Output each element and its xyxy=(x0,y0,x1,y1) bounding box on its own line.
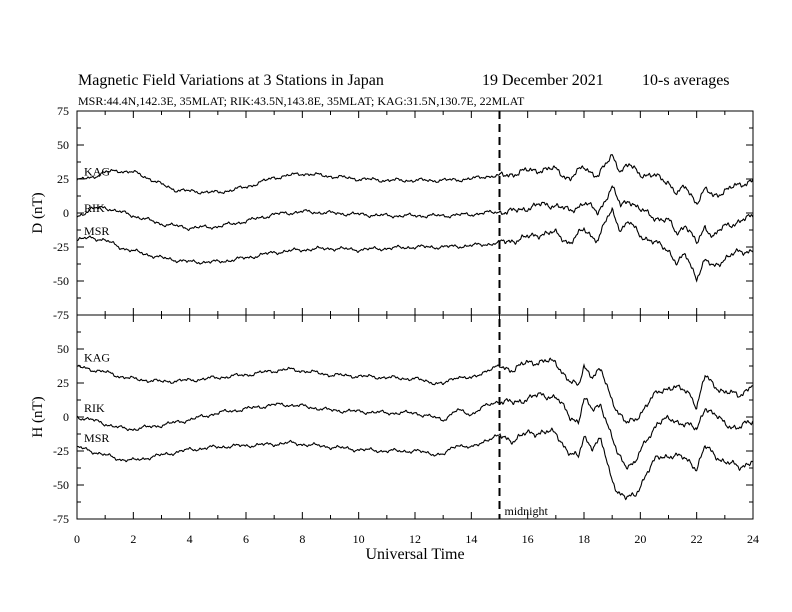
x-tick-label: 8 xyxy=(299,532,305,546)
x-axis-label: Universal Time xyxy=(365,546,464,563)
h-component-series-msr xyxy=(76,427,754,501)
date-label: 19 December 2021 xyxy=(482,72,604,89)
d-component-y-axis-label: D (nT) xyxy=(30,192,46,233)
x-tick-label: 20 xyxy=(634,532,646,546)
x-tick-label: 4 xyxy=(187,532,193,546)
h-component-y-tick-label: 50 xyxy=(57,342,69,356)
x-tick-label: 16 xyxy=(522,532,534,546)
h-component-series-label-rik: RIK xyxy=(84,401,105,415)
h-component-y-tick-label: -25 xyxy=(53,444,69,458)
d-component-y-tick-label: -75 xyxy=(53,308,69,322)
d-component-y-tick-label: 25 xyxy=(57,172,69,186)
x-tick-label: 14 xyxy=(465,532,477,546)
x-tick-label: 12 xyxy=(409,532,421,546)
h-component-y-tick-label: -50 xyxy=(53,478,69,492)
averaging-label: 10-s averages xyxy=(642,72,730,89)
chart-title: Magnetic Field Variations at 3 Stations … xyxy=(78,72,384,89)
midnight-label: midnight xyxy=(505,504,549,518)
x-tick-label: 6 xyxy=(243,532,249,546)
h-component-y-tick-label: -75 xyxy=(53,512,69,526)
h-component-series-rik xyxy=(76,392,754,470)
h-component-series-label-msr: MSR xyxy=(84,431,109,445)
h-component-y-axis-label: H (nT) xyxy=(30,396,46,437)
h-component-series-label-kag: KAG xyxy=(84,351,110,365)
d-component-plot-frame xyxy=(76,110,754,316)
x-tick-label: 24 xyxy=(747,532,759,546)
d-component-series-label-kag: KAG xyxy=(84,164,110,178)
d-component-series-kag xyxy=(76,153,754,205)
x-tick-label: 0 xyxy=(74,532,80,546)
h-component-series-kag xyxy=(76,357,754,424)
x-tick-label: 22 xyxy=(691,532,703,546)
h-component-y-tick-label: 25 xyxy=(57,376,69,390)
station-coordinates: MSR:44.4N,142.3E, 35MLAT; RIK:43.5N,143.… xyxy=(78,94,525,108)
d-component-series-label-rik: RIK xyxy=(84,201,105,215)
d-component-series-label-msr: MSR xyxy=(84,224,109,238)
x-tick-label: 10 xyxy=(353,532,365,546)
h-component-plot-frame xyxy=(76,314,754,520)
h-component-y-tick-label: 0 xyxy=(63,410,69,424)
d-component-y-tick-label: -50 xyxy=(53,274,69,288)
d-component-y-tick-label: 50 xyxy=(57,138,69,152)
d-component-series-rik xyxy=(76,185,754,245)
x-tick-label: 18 xyxy=(578,532,590,546)
d-component-y-tick-label: 0 xyxy=(63,206,69,220)
d-component-series-msr xyxy=(76,206,754,283)
x-tick-label: 2 xyxy=(130,532,136,546)
d-component-y-tick-label: -25 xyxy=(53,240,69,254)
d-component-y-tick-label: 75 xyxy=(57,104,69,118)
